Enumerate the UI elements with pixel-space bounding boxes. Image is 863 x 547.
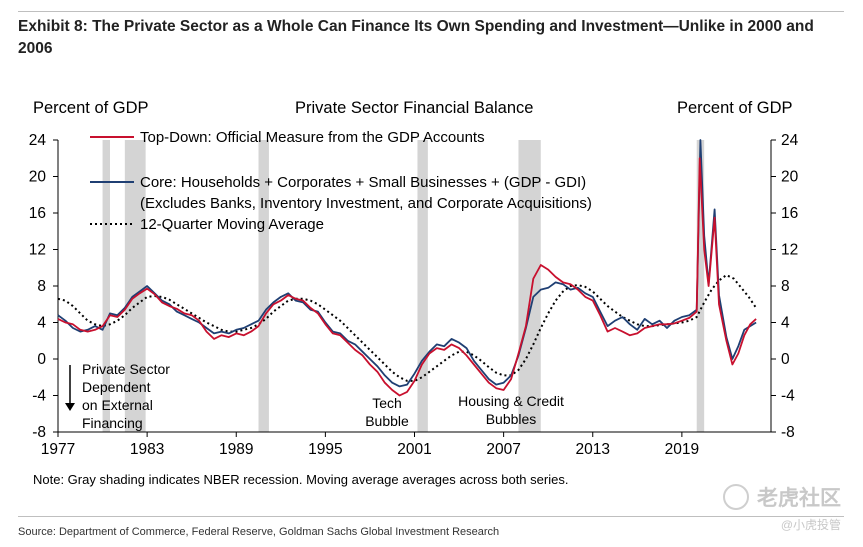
y-tick-label-right: 16 — [781, 205, 798, 222]
recession-band — [417, 140, 428, 432]
annotation-housing-bubble: Bubbles — [486, 411, 537, 427]
left-axis-label: Percent of GDP — [33, 99, 149, 117]
y-tick-label-right: 12 — [781, 242, 798, 259]
recession-band — [696, 140, 705, 432]
x-tick-label: 1989 — [219, 441, 253, 458]
annotation-tech-bubble: Tech — [372, 395, 402, 411]
y-tick-label-left: 4 — [37, 315, 46, 332]
x-tick-label: 1995 — [308, 441, 342, 458]
y-tick-label-left: 12 — [29, 242, 46, 259]
legend-sublabel: (Excludes Banks, Inventory Investment, a… — [140, 195, 592, 212]
legend-label-0: Top-Down: Official Measure from the GDP … — [140, 129, 485, 146]
series-line-0 — [57, 157, 757, 397]
recession-band — [518, 140, 541, 432]
y-tick-label-right: 24 — [781, 132, 799, 149]
legend-label-1: Core: Households + Corporates + Small Bu… — [140, 174, 586, 191]
y-tick-label-left: 20 — [29, 169, 47, 186]
recession-band — [258, 140, 269, 432]
annotation-private-sector: Financing — [82, 415, 143, 431]
y-tick-label-left: -8 — [32, 424, 46, 441]
y-tick-label-right: 8 — [781, 278, 790, 295]
recession-band — [124, 140, 146, 432]
annotation-arrow-head-icon — [65, 403, 75, 411]
recession-band — [102, 140, 110, 432]
watermark-text: 老虎社区 — [757, 487, 841, 510]
right-axis-label: Percent of GDP — [677, 99, 793, 117]
y-tick-label-left: 0 — [37, 351, 46, 368]
series-line-1 — [57, 139, 757, 388]
y-tick-label-right: 20 — [781, 169, 799, 186]
y-tick-label-right: -4 — [781, 388, 795, 405]
y-tick-label-right: 0 — [781, 351, 790, 368]
x-tick-label: 2001 — [397, 441, 431, 458]
chart-note: Note: Gray shading indicates NBER recess… — [33, 472, 569, 487]
annotation-private-sector: Private Sector — [82, 361, 170, 377]
x-tick-label: 1983 — [130, 441, 164, 458]
x-tick-label: 2019 — [665, 441, 699, 458]
y-tick-label-right: -8 — [781, 424, 795, 441]
legend-label-2: 12-Quarter Moving Average — [140, 216, 324, 233]
annotation-private-sector: Dependent — [82, 379, 151, 395]
watermark-handle: @小虎投管 — [780, 518, 841, 532]
annotation-private-sector: on External — [82, 397, 153, 413]
x-tick-label: 1977 — [41, 441, 75, 458]
y-tick-label-left: 16 — [29, 205, 46, 222]
y-tick-label-right: 4 — [781, 315, 790, 332]
y-tick-label-left: 24 — [29, 132, 47, 149]
series-line-2 — [57, 274, 757, 382]
exhibit-title: Exhibit 8: The Private Sector as a Whole… — [18, 18, 814, 57]
x-tick-label: 2007 — [486, 441, 520, 458]
x-tick-label: 2013 — [576, 441, 610, 458]
annotation-tech-bubble: Bubble — [365, 413, 409, 429]
chart-title: Private Sector Financial Balance — [295, 99, 534, 117]
y-tick-label-left: 8 — [37, 278, 46, 295]
watermark-logo-icon — [723, 484, 749, 510]
source-text: Source: Department of Commerce, Federal … — [18, 526, 500, 538]
top-rule — [18, 11, 844, 12]
y-tick-label-left: -4 — [32, 388, 46, 405]
annotation-housing-bubble: Housing & Credit — [458, 393, 564, 409]
bottom-rule — [18, 516, 844, 517]
